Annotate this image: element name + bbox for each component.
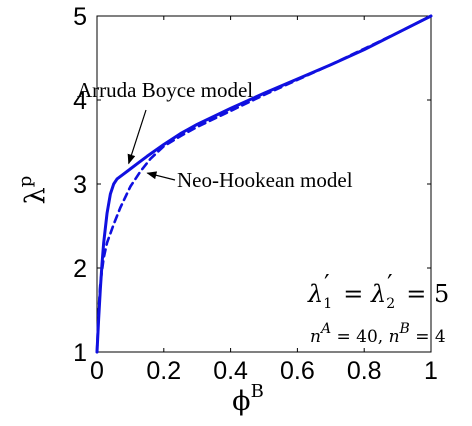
series-line-neo-hookean <box>95 14 433 354</box>
annotation-neo-hookean: Neo-Hookean model <box>177 168 353 192</box>
annotation-arrow-arruda-boyce <box>127 109 147 165</box>
x-tick-label: 0.4 <box>213 357 248 385</box>
y-axis-label: λp <box>15 176 51 205</box>
x-tick-label: 0 <box>90 357 104 385</box>
annotation-arrow-neo-hookean <box>146 171 176 181</box>
x-axis-label-sup: B <box>251 381 264 402</box>
y-tick-label: 4 <box>73 87 87 115</box>
y-axis-label-sup: p <box>15 176 36 188</box>
series-group <box>95 14 433 354</box>
lambda-equation: λ1′ = λ2′ = 5 <box>307 270 449 312</box>
x-tick-label: 0.2 <box>146 357 181 385</box>
x-tick-label: 1 <box>424 357 438 385</box>
y-tick-label: 2 <box>73 255 87 283</box>
y-tick-label: 5 <box>73 3 87 31</box>
annotation-arruda-boyce: Arruda Boyce model <box>77 78 253 102</box>
n-parameters: nA = 40, nB = 4 <box>310 321 446 347</box>
x-tick-label: 0.6 <box>280 357 315 385</box>
x-axis-ticks: 0 0.2 0.4 0.6 0.8 1 <box>90 16 438 385</box>
x-axis-label: ϕB <box>232 381 264 417</box>
y-axis-ticks: 1 2 3 4 5 <box>73 3 431 367</box>
y-tick-label: 3 <box>73 171 87 199</box>
y-tick-label: 1 <box>73 339 87 367</box>
x-tick-label: 0.8 <box>347 357 382 385</box>
